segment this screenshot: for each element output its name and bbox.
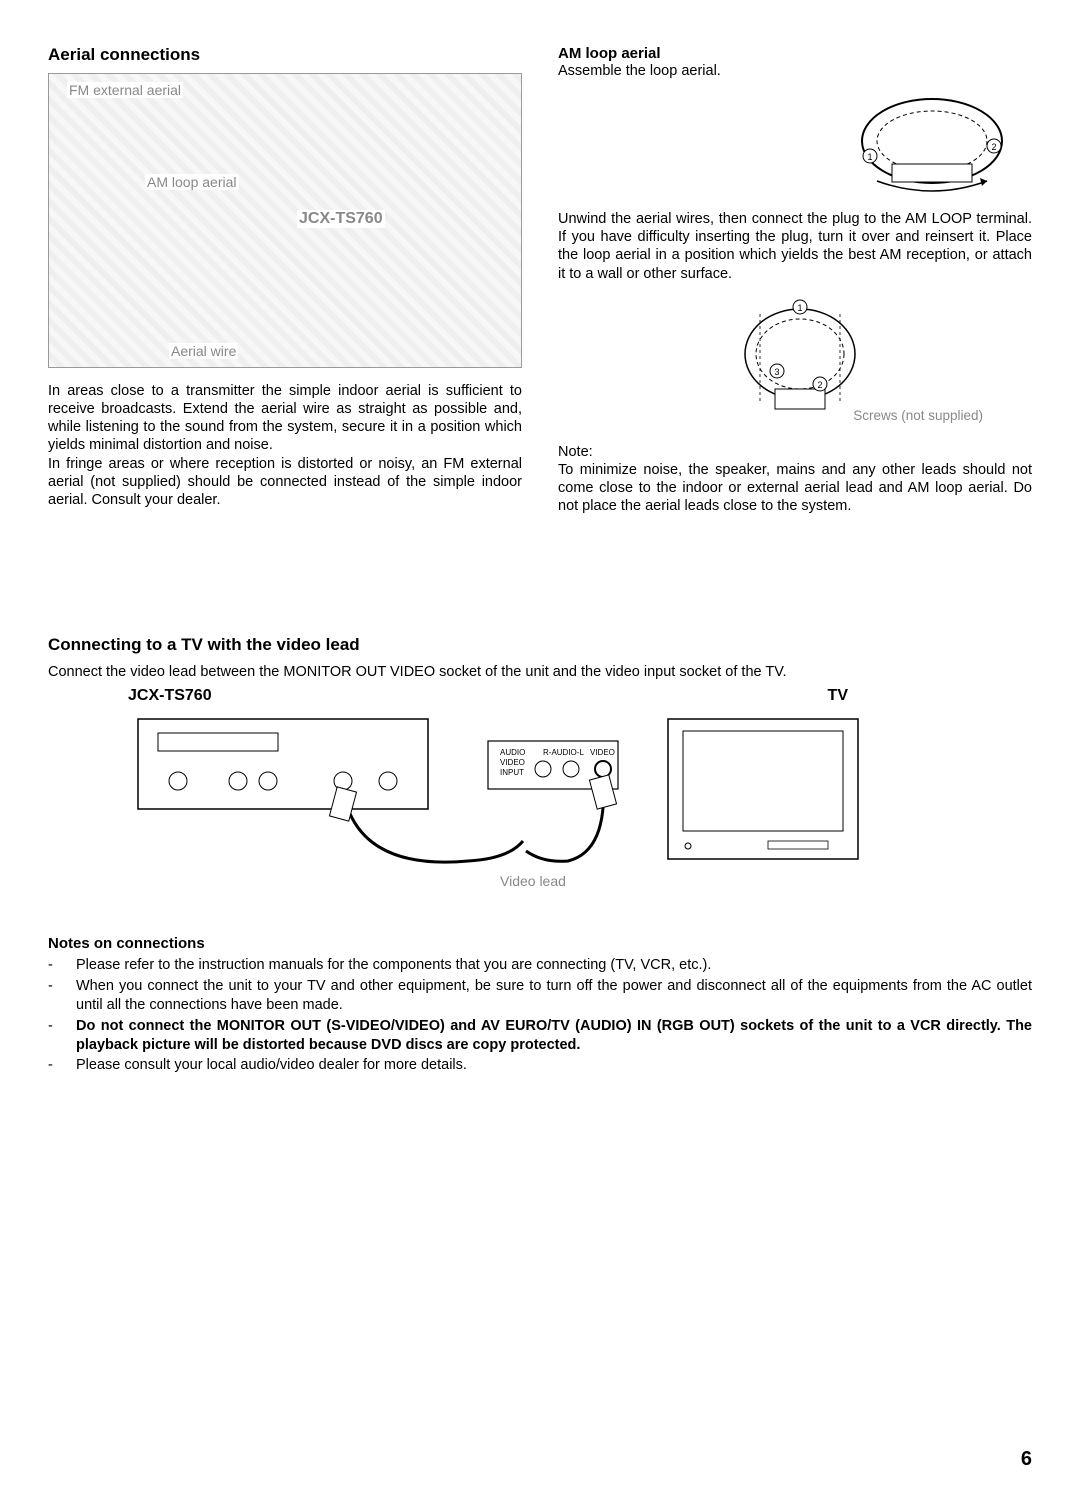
am-loop-aerial-title: AM loop aerial [558,45,1032,62]
aerial-paragraph-1: In areas close to a transmitter the simp… [48,382,522,455]
tv-connection-heading: Connecting to a TV with the video lead [48,635,1032,655]
device-model-label: JCX-TS760 [297,210,385,228]
svg-text:AUDIO: AUDIO [500,748,525,757]
fm-external-aerial-label: FM external aerial [67,82,183,98]
tv-diagram-tv-label: TV [828,687,848,705]
svg-text:2: 2 [817,380,822,390]
am-loop-unwind-text: Unwind the aerial wires, then connect th… [558,210,1032,283]
svg-text:VIDEO: VIDEO [500,758,525,767]
aerial-paragraph-2: In fringe areas or where reception is di… [48,455,522,509]
am-loop-assemble-diagram: 1 2 [558,86,1032,196]
tv-diagram-device-label: JCX-TS760 [128,687,212,705]
am-loop-note-label: Note: [558,443,1032,461]
am-loop-assemble-text: Assemble the loop aerial. [558,62,1032,80]
video-lead-label: Video lead [498,873,568,889]
svg-text:R-AUDIO-L: R-AUDIO-L [543,748,584,757]
svg-text:2: 2 [991,142,996,152]
svg-text:3: 3 [774,367,779,377]
notes-list-item: -Please refer to the instruction manuals… [48,956,1032,975]
page-number: 6 [1021,1448,1032,1471]
svg-text:1: 1 [797,303,802,313]
notes-list-item: -When you connect the unit to your TV an… [48,977,1032,1015]
am-loop-note-text: To minimize noise, the speaker, mains an… [558,461,1032,515]
svg-text:VIDEO: VIDEO [590,748,615,757]
tv-connection-intro: Connect the video lead between the MONIT… [48,663,1032,681]
notes-list-item: -Do not connect the MONITOR OUT (S-VIDEO… [48,1017,1032,1055]
svg-text:1: 1 [867,152,872,162]
screws-not-supplied-label: Screws (not supplied) [851,408,985,423]
notes-list-item: -Please consult your local audio/video d… [48,1056,1032,1075]
am-loop-aerial-label: AM loop aerial [145,174,239,190]
tv-connection-diagram: AUDIO R-AUDIO-L VIDEO VIDEO INPUT [128,711,1032,891]
notes-list: -Please refer to the instruction manuals… [48,956,1032,1075]
notes-on-connections-title: Notes on connections [48,935,1032,952]
aerial-connections-heading: Aerial connections [48,45,522,65]
aerial-connections-diagram: FM external aerial AM loop aerial JCX-TS… [48,73,522,368]
svg-text:INPUT: INPUT [500,768,524,777]
am-loop-mount-diagram: 1 2 3 Screws (not supplied) [558,289,1032,429]
aerial-wire-label: Aerial wire [169,343,238,359]
